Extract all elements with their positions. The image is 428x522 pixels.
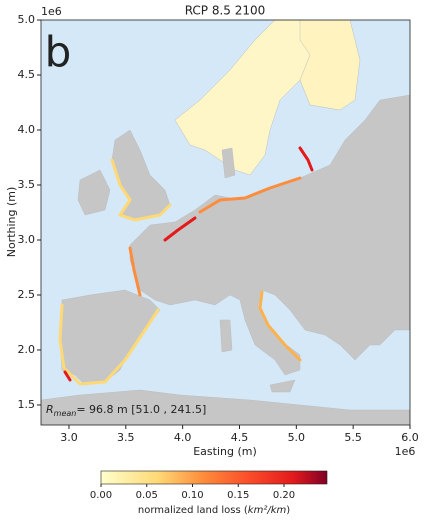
- y-offset: 1e6: [41, 5, 62, 18]
- x-tick-label: 4.0: [174, 431, 192, 444]
- ireland: [77, 169, 111, 216]
- coast-segment: [58, 303, 160, 386]
- y-tick-label: 1.5: [18, 398, 36, 411]
- coast-segment: [258, 290, 302, 362]
- y-tick-label: 4.5: [18, 68, 36, 81]
- x-tick-label: 5.5: [344, 431, 362, 444]
- colorbar: [100, 470, 328, 485]
- colorbar-tick-label: 0.05: [136, 490, 158, 501]
- sardinia: [219, 319, 233, 353]
- coast-segment: [110, 158, 172, 222]
- y-tick-label: 3.0: [18, 233, 36, 246]
- y-axis-label: Northing (m): [5, 187, 18, 258]
- coast-segment: [128, 246, 142, 297]
- x-tick-label: 4.5: [231, 431, 249, 444]
- annotation-subscript: mean: [54, 409, 77, 418]
- x-tick-label: 3.0: [60, 431, 78, 444]
- scandinavia: [174, 20, 341, 176]
- y-tick-label: 3.5: [18, 178, 36, 191]
- map: [41, 20, 410, 425]
- colorbar-tick-label: 0.20: [273, 490, 295, 501]
- coast-segment: [163, 216, 197, 242]
- annotation-symbol: R: [46, 403, 54, 416]
- x-tick-label: 5.0: [288, 431, 306, 444]
- colorbar-tick-label: 0.00: [90, 490, 112, 501]
- colorbar-label-unit: km²/km: [248, 505, 287, 516]
- y-tick-label: 2.0: [18, 343, 36, 356]
- colorbar-label-prefix: normalized land loss (: [138, 505, 248, 516]
- coast-segment: [63, 370, 72, 382]
- annotation-text: = 96.8 m [51.0 , 241.5]: [76, 403, 206, 416]
- sicily: [269, 379, 296, 393]
- coast-segment: [298, 146, 314, 172]
- axes-frame: [40, 19, 411, 426]
- chart-title: RCP 8.5 2100: [185, 4, 266, 18]
- colorbar-tick-label: 0.15: [227, 490, 249, 501]
- y-tick-label: 4.0: [18, 123, 36, 136]
- x-tick-label: 6.0: [401, 431, 419, 444]
- colorbar-label: normalized land loss (km²/km): [138, 505, 290, 516]
- x-axis-label: Easting (m): [193, 445, 257, 458]
- x-tick-label: 3.5: [117, 431, 135, 444]
- x-offset: 1e6: [395, 445, 416, 458]
- y-tick-label: 5.0: [18, 13, 36, 26]
- denmark: [221, 147, 236, 179]
- panel-label: b: [45, 28, 72, 77]
- colorbar-label-suffix: ): [286, 505, 290, 516]
- coast-segment: [198, 176, 302, 214]
- colorbar-tick-label: 0.10: [181, 490, 203, 501]
- finland: [299, 20, 361, 111]
- y-tick-label: 2.5: [18, 288, 36, 301]
- africa: [41, 389, 410, 425]
- annotation: Rmean= 96.8 m [51.0 , 241.5]: [46, 403, 206, 418]
